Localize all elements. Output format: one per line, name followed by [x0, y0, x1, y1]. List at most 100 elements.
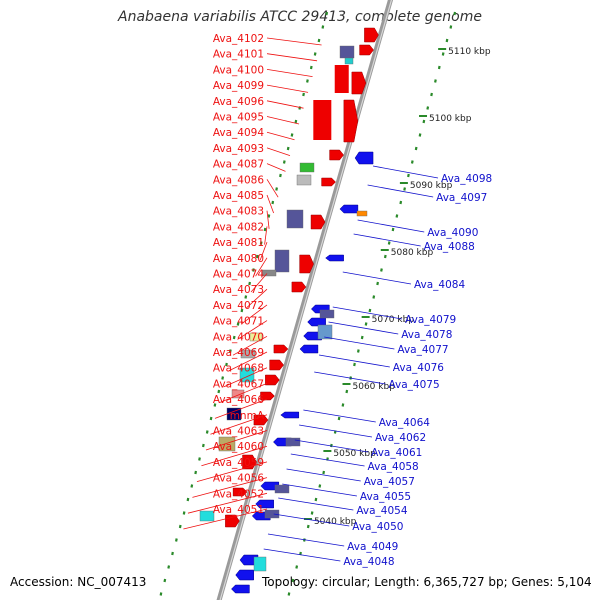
inner-dot [190, 484, 194, 488]
forward-gene-block [310, 214, 326, 230]
right-gene-label[interactable]: Ava_4088 [424, 241, 475, 253]
inner-dot [255, 254, 259, 259]
feature-box [286, 209, 304, 229]
scale-dot [430, 92, 433, 97]
scale-dot [356, 349, 360, 353]
left-gene-label[interactable]: Ava_4051 [213, 504, 264, 516]
right-leader-line [290, 453, 365, 467]
reverse-gene-block [354, 151, 374, 165]
left-gene-label[interactable]: Ava_4080 [213, 253, 264, 265]
inner-dot [298, 106, 302, 110]
scale-label: 5110 kbp [448, 47, 491, 57]
left-leader-line [237, 320, 268, 340]
inner-dot [236, 322, 240, 326]
right-gene-label[interactable]: Ava_4057 [364, 476, 415, 488]
right-gene-label[interactable]: Ava_4078 [401, 329, 452, 341]
right-gene-label[interactable]: Ava_4097 [436, 192, 487, 204]
right-gene-label[interactable]: Ava_4084 [414, 279, 466, 291]
left-gene-label[interactable]: Ava_4093 [213, 143, 264, 155]
right-gene-label[interactable]: Ava_4058 [368, 461, 419, 473]
right-leader-line [372, 165, 439, 179]
right-gene-label[interactable]: Ava_4062 [375, 432, 426, 444]
scale-dot [372, 295, 376, 299]
right-gene-label[interactable]: Ava_4061 [371, 447, 422, 459]
right-gene-label[interactable]: Ava_4077 [397, 344, 448, 356]
left-gene-label[interactable]: Ava_4071 [213, 316, 264, 328]
genome-backbone [216, 0, 394, 600]
right-leader-line [357, 219, 425, 233]
forward-gene-block [321, 177, 336, 187]
right-gene-label[interactable]: Ava_4064 [379, 417, 431, 429]
scale-dot [295, 565, 299, 569]
scale-dot [441, 52, 445, 56]
left-gene-label[interactable]: Ava_4073 [213, 284, 264, 296]
left-leader-line [266, 194, 274, 214]
left-gene-label[interactable]: Ava_4096 [213, 96, 265, 108]
left-gene-label[interactable]: Ava_4074 [213, 269, 265, 281]
right-gene-label[interactable]: Ava_4090 [427, 227, 478, 239]
right-gene-label[interactable]: Ava_4048 [343, 556, 394, 568]
left-gene-label[interactable]: mnmA [230, 410, 265, 422]
feature-box [264, 509, 280, 519]
reverse-gene-block [307, 317, 326, 327]
left-gene-label[interactable]: Ava_4081 [213, 237, 264, 249]
left-gene-label[interactable]: Ava_4066 [213, 394, 265, 406]
scale-dot [434, 79, 437, 83]
right-gene-label[interactable]: Ava_4079 [405, 314, 456, 326]
left-leader-line [259, 241, 268, 261]
right-gene-label[interactable]: Ava_4055 [360, 491, 411, 503]
scale-label: 5070 kbp [372, 315, 415, 325]
left-leader-line [266, 116, 300, 125]
forward-gene-block [232, 487, 248, 497]
scale-label: 5050 kbp [333, 449, 376, 459]
left-leader-line [232, 335, 268, 356]
left-gene-label[interactable]: Ava_4060 [213, 441, 264, 453]
feature-box [285, 437, 301, 447]
left-leader-line [219, 383, 268, 403]
left-gene-label[interactable]: Ava_4067 [213, 378, 264, 390]
scale-dot [287, 592, 291, 596]
left-gene-label[interactable]: Ava_4100 [213, 64, 264, 76]
inner-dot [198, 457, 201, 461]
inner-dot [325, 11, 329, 16]
left-gene-label[interactable]: Ava_4068 [213, 363, 264, 375]
left-gene-label[interactable]: Ava_4059 [213, 457, 264, 469]
right-gene-label[interactable]: Ava_4098 [441, 173, 492, 185]
right-gene-label[interactable]: Ava_4075 [388, 379, 439, 391]
feature-box [339, 45, 355, 59]
feature-box [317, 324, 333, 340]
scale-dot [380, 268, 383, 272]
forward-gene-block [269, 359, 284, 371]
left-gene-label[interactable]: Ava_4083 [213, 206, 264, 218]
scale-dot [337, 416, 341, 421]
left-leader-line [266, 53, 318, 62]
right-leader-line [303, 409, 376, 423]
left-gene-label[interactable]: Ava_4052 [213, 488, 264, 500]
left-gene-label[interactable]: Ava_4069 [213, 347, 264, 359]
left-gene-label[interactable]: Ava_4102 [213, 33, 264, 45]
left-gene-label[interactable]: Ava_4082 [213, 221, 264, 233]
forward-gene-block [351, 71, 367, 95]
left-gene-label[interactable]: Ava_4094 [213, 127, 265, 139]
inner-dot [282, 160, 286, 164]
right-gene-label[interactable]: Ava_4054 [356, 505, 408, 517]
left-gene-label[interactable]: Ava_4101 [213, 49, 264, 61]
left-gene-label[interactable]: Ava_4072 [213, 300, 264, 312]
right-leader-line [324, 336, 395, 350]
right-gene-label[interactable]: Ava_4050 [352, 521, 403, 533]
left-gene-label[interactable]: Ava_4086 [213, 174, 265, 186]
scale-dot [341, 403, 345, 407]
scale-dot [453, 11, 457, 16]
right-gene-label[interactable]: Ava_4076 [393, 362, 445, 374]
scale-dot [360, 335, 364, 340]
scale-dot [414, 146, 418, 151]
left-gene-label[interactable]: Ava_4063 [213, 426, 264, 438]
left-gene-label[interactable]: Ava_4087 [213, 159, 264, 171]
left-gene-label[interactable]: Ava_4070 [213, 331, 264, 343]
scale-dot [395, 214, 399, 218]
left-gene-label[interactable]: Ava_4085 [213, 190, 264, 202]
right-gene-label[interactable]: Ava_4049 [347, 541, 398, 553]
left-gene-label[interactable]: Ava_4099 [213, 80, 264, 92]
left-gene-label[interactable]: Ava_4056 [213, 473, 265, 485]
left-gene-label[interactable]: Ava_4095 [213, 112, 264, 124]
